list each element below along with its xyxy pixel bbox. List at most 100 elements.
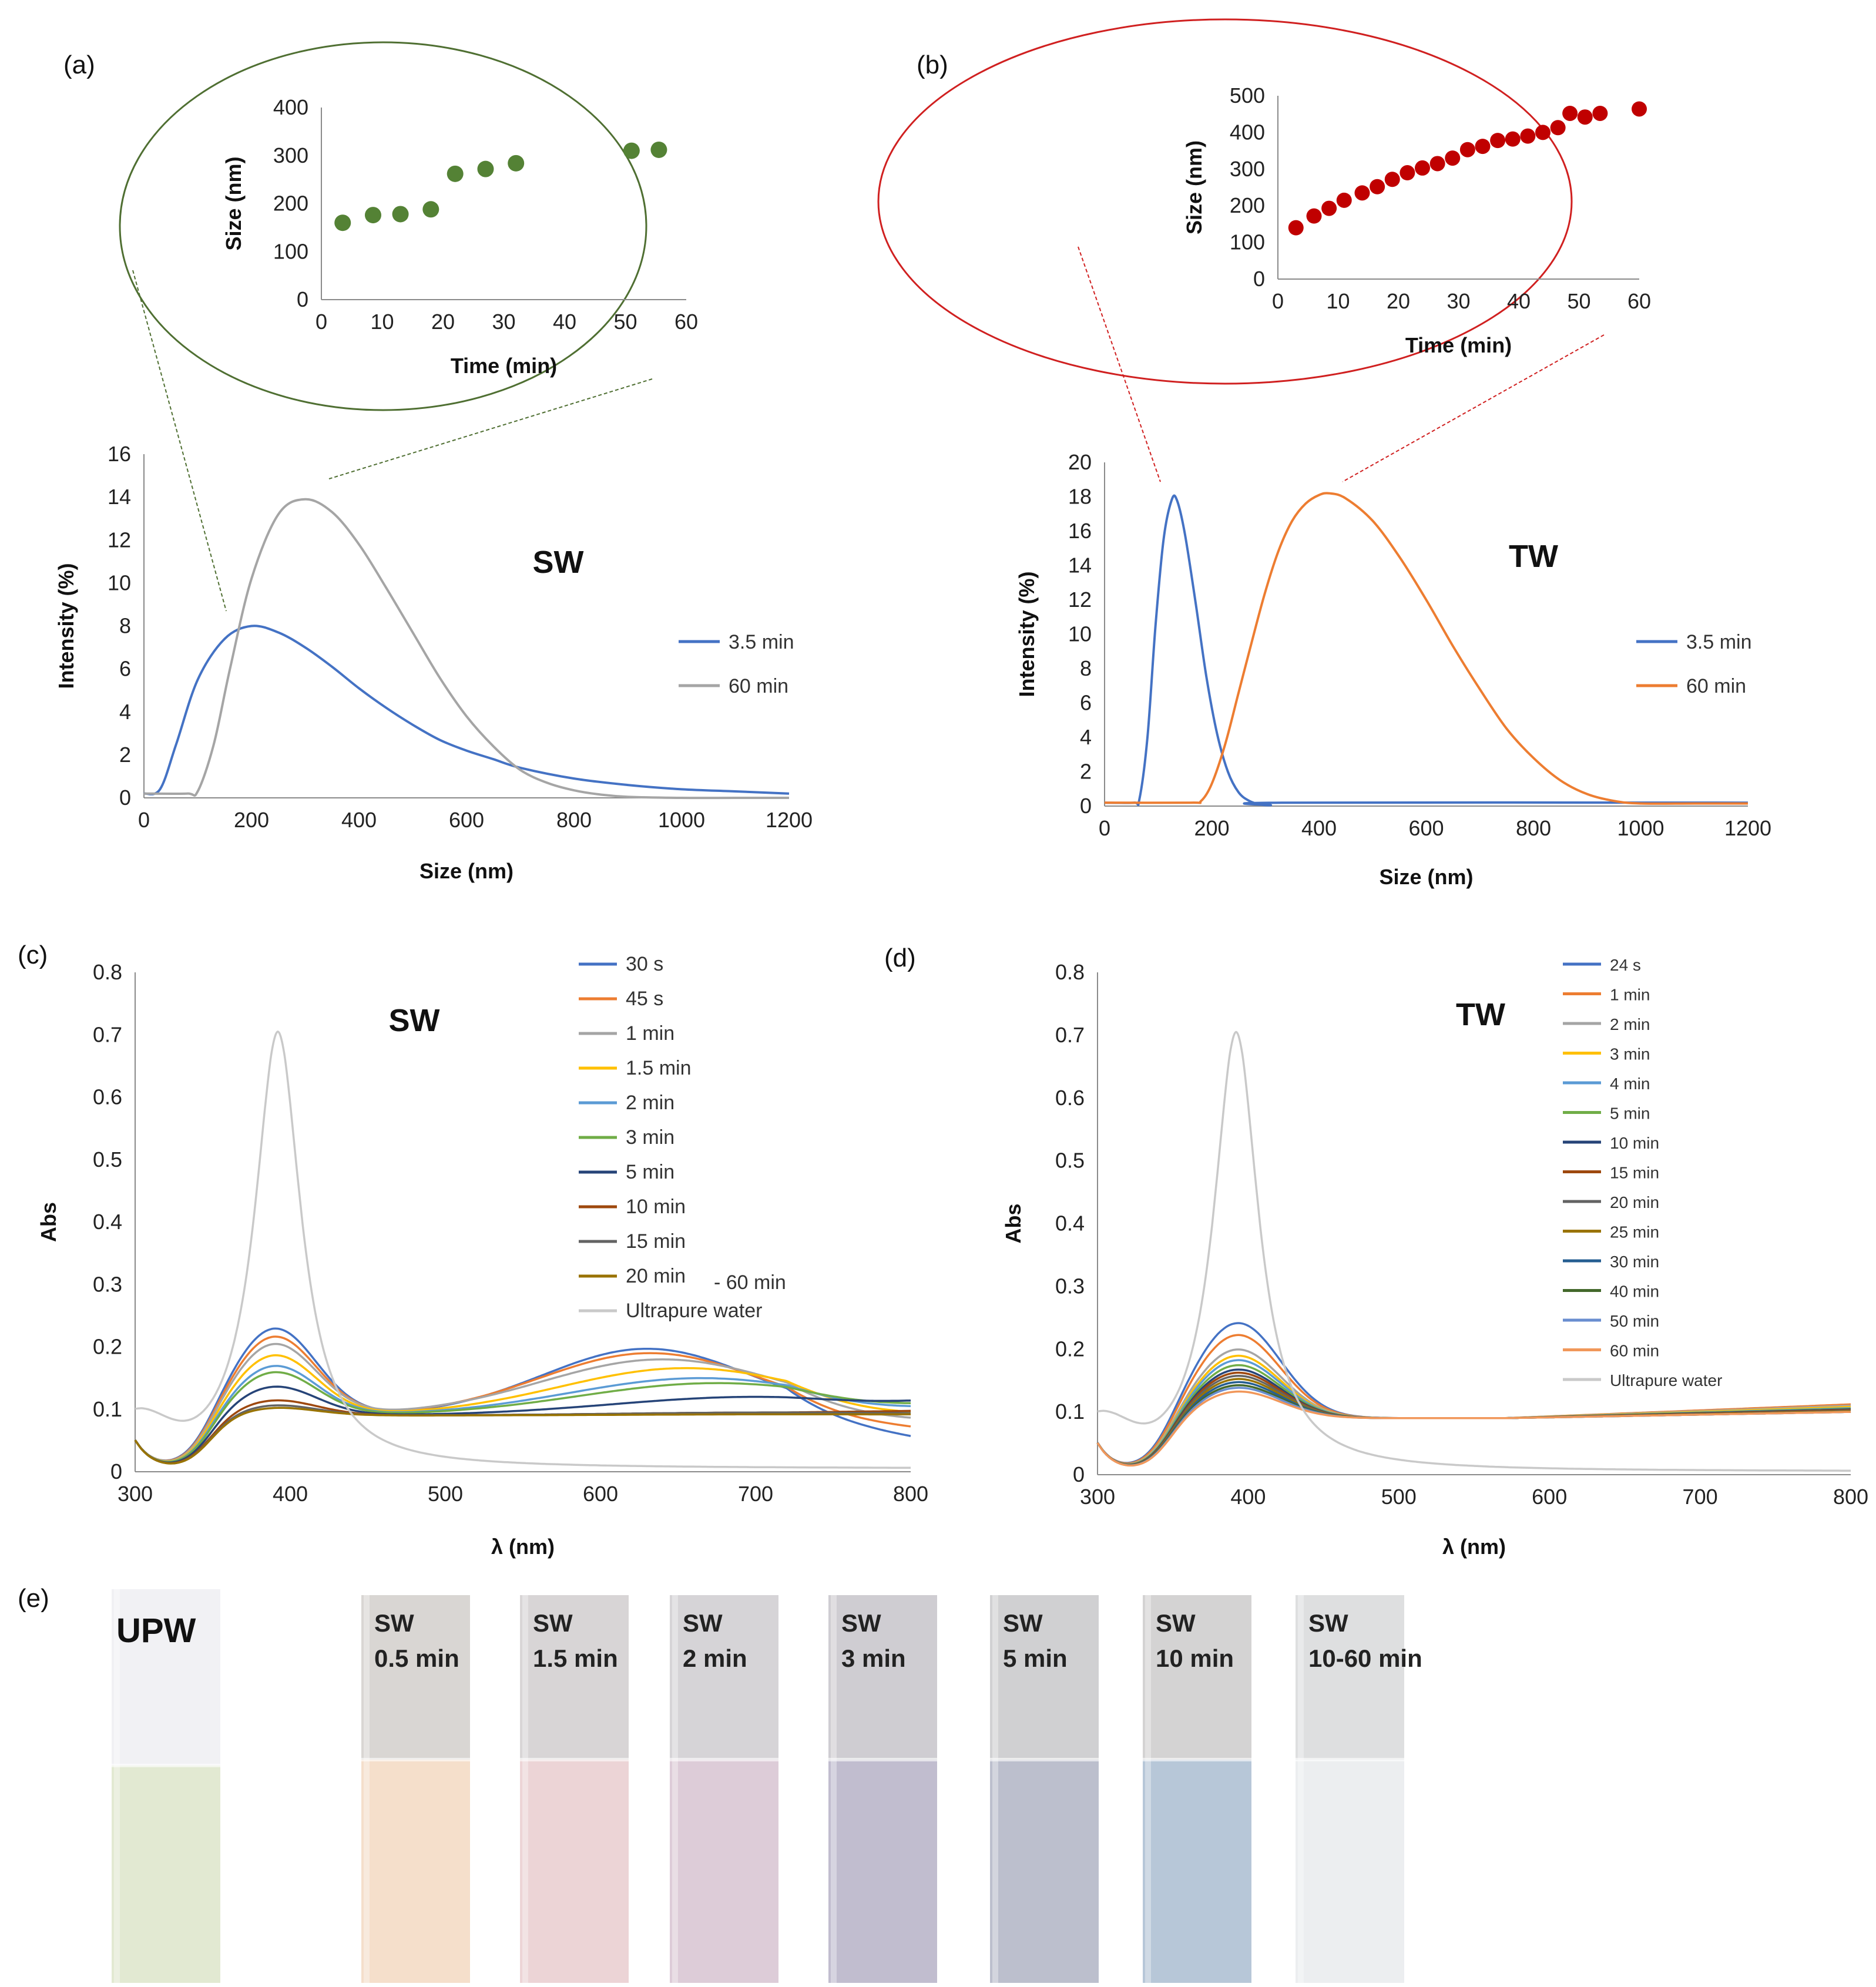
d-legend-label: 40 min xyxy=(1610,1283,1659,1301)
cuvette: SW 10-60 min xyxy=(1296,1595,1422,1983)
b-main-y-tick-label: 10 xyxy=(1068,622,1092,646)
b-inset-point xyxy=(1445,150,1461,166)
cuvette-label: SW xyxy=(1156,1609,1196,1637)
b-main-legend-label: 3.5 min xyxy=(1686,631,1752,653)
a-main-y-tick-label: 0 xyxy=(119,786,131,810)
b-main-x-tick-label: 1200 xyxy=(1724,816,1771,840)
b-inset-point xyxy=(1415,160,1430,176)
d-y-tick-label: 0.3 xyxy=(1055,1274,1085,1298)
c-y-tick-label: 0.7 xyxy=(93,1022,122,1046)
b-main-y-axis-title: Intensity (%) xyxy=(1015,571,1039,697)
b-main-y-tick-label: 2 xyxy=(1080,760,1092,784)
a-inset-x-tick-label: 10 xyxy=(370,310,394,334)
b-inset-chart: 0 10 20 30 40 50 60 0 100 200 300 400 500 Time (min) S… xyxy=(1182,83,1651,357)
cuvette-label: SW xyxy=(1308,1609,1348,1637)
c-y-tick-label: 0 xyxy=(110,1459,122,1483)
cuvette: SW 0.5 min xyxy=(361,1595,470,1983)
b-main-y-tick-label: 18 xyxy=(1068,485,1092,509)
a-inset-chart: 0 10 20 30 40 50 60 0 100 200 300 400 Time (min) Size… xyxy=(222,95,698,378)
a-main-y-tick-label: 16 xyxy=(108,442,131,466)
a-main-x-axis-title: Size (nm) xyxy=(420,859,514,883)
cuvette-liquid xyxy=(990,1760,1099,1983)
b-main-chart: 0 200 400 600 800 1000 1200 0 2 4 6 8 10 12 14 16 18 20 Si… xyxy=(1015,450,1771,889)
d-y-tick-label: 0.6 xyxy=(1055,1086,1085,1110)
panel-label-a: (a) xyxy=(63,51,95,79)
b-main-x-tick-label: 400 xyxy=(1301,816,1337,840)
a-main-y-tick-label: 8 xyxy=(119,614,131,638)
cuvette-glass-edge xyxy=(1145,1595,1151,1983)
cuvette-liquid xyxy=(361,1760,470,1983)
c-series-line xyxy=(134,1407,911,1465)
b-inset-y-axis-title: Size (nm) xyxy=(1182,140,1206,234)
cuvette-headspace xyxy=(990,1595,1099,1760)
c-x-tick-label: 600 xyxy=(583,1482,618,1506)
c-x-tick-label: 400 xyxy=(273,1482,308,1506)
cuvette-glass-edge xyxy=(522,1595,528,1983)
d-series-line xyxy=(1097,1031,1851,1472)
callout-line-b-left xyxy=(1078,246,1161,482)
a-inset-y-tick-label: 400 xyxy=(273,95,308,119)
a-inset-x-axis-title: Time (min) xyxy=(451,354,557,378)
cuvette-time: 3 min xyxy=(841,1644,906,1672)
a-main-x-tick-label: 800 xyxy=(556,808,592,832)
d-legend-label: 1 min xyxy=(1610,986,1650,1004)
d-legend-label: 5 min xyxy=(1610,1105,1650,1123)
a-main-title: SW xyxy=(533,545,584,580)
c-legend-label: 45 s xyxy=(626,988,663,1010)
d-series-line xyxy=(1096,1390,1851,1467)
cuvette-label: SW xyxy=(1003,1609,1043,1637)
c-series-line xyxy=(134,1371,911,1464)
b-inset-x-tick-label: 50 xyxy=(1567,289,1590,313)
a-inset-x-tick-label: 60 xyxy=(674,310,698,334)
cuvette-glass-edge xyxy=(992,1595,998,1983)
a-inset-y-axis-title: Size (nm) xyxy=(222,156,246,250)
cuvette-label: SW xyxy=(374,1609,414,1637)
b-main-title: TW xyxy=(1509,539,1558,574)
a-inset-x-tick-label: 30 xyxy=(492,310,515,334)
cuvette-liquid xyxy=(670,1760,778,1983)
d-x-tick-label: 800 xyxy=(1833,1485,1868,1509)
a-inset-y-tick-label: 200 xyxy=(273,192,308,216)
b-main-y-tick-label: 12 xyxy=(1068,588,1092,612)
cuvette-time: 5 min xyxy=(1003,1644,1068,1672)
b-inset-point xyxy=(1562,105,1578,121)
a-inset-y-tick-label: 0 xyxy=(297,287,308,311)
b-inset-point xyxy=(1632,101,1647,117)
cuvette: SW 2 min xyxy=(670,1595,778,1983)
a-inset-y-tick-label: 100 xyxy=(273,239,308,263)
b-main-y-tick-label: 16 xyxy=(1068,519,1092,543)
b-inset-x-axis-title: Time (min) xyxy=(1405,333,1512,357)
cuvette-headspace xyxy=(670,1595,778,1760)
panel-d-chart: 300 400 500 600 700 800 0 0.1 0.2 0.3 0.4 0.5 0.6 0.7… xyxy=(1001,956,1868,1559)
cuvette-headspace xyxy=(361,1595,470,1760)
a-main-x-tick-label: 200 xyxy=(234,808,269,832)
cuvette-headspace xyxy=(1143,1595,1251,1760)
d-y-tick-label: 0.7 xyxy=(1055,1023,1085,1047)
c-legend-label: 5 min xyxy=(626,1161,674,1183)
c-y-tick-label: 0.1 xyxy=(93,1397,122,1421)
a-inset-point xyxy=(334,214,351,231)
d-x-tick-label: 600 xyxy=(1532,1485,1567,1509)
b-inset-x-tick-label: 10 xyxy=(1326,289,1350,313)
d-y-tick-label: 0.1 xyxy=(1055,1399,1085,1424)
d-legend-label: 10 min xyxy=(1610,1134,1659,1152)
d-title: TW xyxy=(1456,997,1505,1032)
c-legend-annotation: - 60 min xyxy=(714,1271,786,1294)
b-inset-y-tick-label: 200 xyxy=(1230,193,1265,217)
b-main-y-tick-label: 6 xyxy=(1080,691,1092,715)
zoom-ellipse-b xyxy=(877,18,1573,385)
c-x-tick-label: 800 xyxy=(893,1482,928,1506)
d-y-tick-label: 0.4 xyxy=(1055,1211,1085,1236)
b-inset-point xyxy=(1520,128,1536,144)
cuvette-headspace xyxy=(828,1595,937,1760)
b-main-x-tick-label: 1000 xyxy=(1617,816,1664,840)
d-x-tick-label: 400 xyxy=(1230,1485,1266,1509)
d-y-tick-label: 0 xyxy=(1073,1462,1085,1486)
cuvette-liquid xyxy=(828,1760,937,1983)
c-legend-label: 1.5 min xyxy=(626,1057,692,1079)
cuvette-headspace xyxy=(112,1589,220,1766)
cuvette-liquid xyxy=(1296,1760,1404,1983)
d-legend-label: 24 s xyxy=(1610,956,1641,974)
cuvette-glass-edge xyxy=(831,1595,837,1983)
